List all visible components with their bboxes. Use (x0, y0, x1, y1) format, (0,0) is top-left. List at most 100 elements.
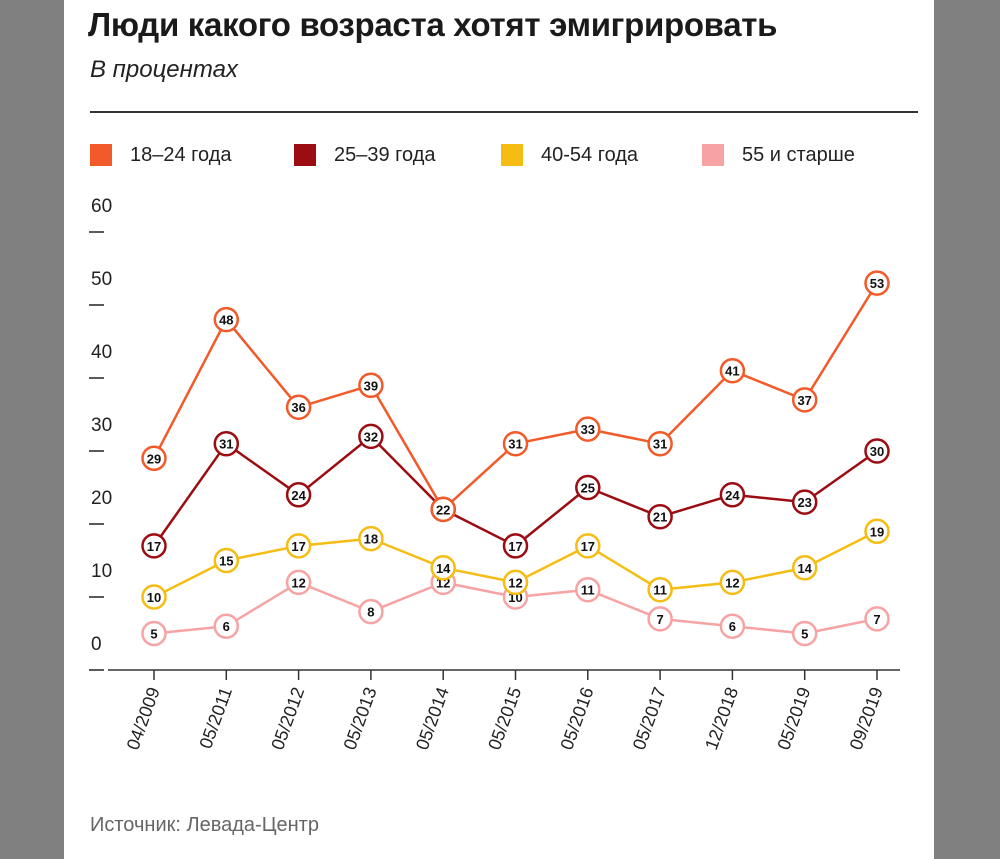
data-label: 18 (364, 532, 378, 547)
legend-item-40-54: 40-54 года (501, 140, 638, 170)
source-note: Источник: Левада-Центр (90, 814, 319, 836)
data-label: 53 (870, 276, 884, 291)
legend-label-18-24: 18–24 года (130, 143, 232, 166)
data-point (285, 482, 312, 508)
y-tick-label-40: 40 (91, 342, 112, 363)
series-line-0 (152, 282, 879, 511)
data-label: 22 (436, 502, 450, 517)
data-point (358, 525, 384, 552)
data-point (285, 569, 312, 596)
data-label: 12 (725, 575, 739, 590)
data-label: 6 (729, 619, 736, 634)
chart-title: Люди какого возраста хотят эмигрировать (88, 6, 778, 43)
legend-label-40-54: 40-54 года (541, 143, 639, 166)
x-tick-label-05-2011: 05/2011 (195, 685, 236, 752)
x-tick-label-05-2015: 05/2015 (484, 685, 525, 753)
data-label: 30 (870, 444, 884, 459)
data-label: 11 (653, 583, 667, 598)
data-label: 37 (797, 393, 811, 408)
data-label: 11 (581, 583, 595, 598)
y-tick-label-50: 50 (91, 269, 112, 290)
x-tick-label-05-2012: 05/2012 (267, 685, 308, 753)
data-point (213, 430, 240, 457)
data-point (864, 606, 890, 632)
legend-label-25-39: 25–39 года (334, 143, 436, 166)
x-tick-label-05-2013: 05/2013 (340, 685, 381, 753)
data-label: 31 (653, 437, 667, 452)
data-label: 14 (436, 561, 451, 576)
data-point (358, 598, 384, 625)
data-label: 31 (219, 437, 233, 452)
data-label: 23 (797, 495, 811, 510)
data-label: 48 (219, 313, 233, 328)
data-point (791, 387, 818, 413)
x-tick-label-05-2016: 05/2016 (557, 685, 598, 753)
data-label: 6 (223, 619, 230, 634)
data-label: 31 (508, 437, 522, 452)
data-label: 8 (367, 605, 374, 620)
data-label: 5 (801, 627, 808, 642)
data-point (864, 438, 890, 464)
legend-item-55-plus: 55 и старше (702, 140, 855, 170)
data-point (575, 416, 601, 442)
data-label: 17 (508, 539, 522, 554)
data-point (141, 620, 167, 647)
x-tick-label-04-2009: 04/2009 (123, 685, 164, 753)
data-label: 12 (291, 575, 305, 590)
legend-item-25-39: 25–39 года (294, 140, 436, 170)
data-point (647, 606, 673, 632)
y-tick-label-60: 60 (91, 196, 112, 217)
data-label: 7 (656, 612, 663, 627)
title-divider (90, 111, 918, 113)
x-tick-label-05-2019: 05/2019 (773, 685, 814, 753)
data-point (575, 533, 601, 559)
data-label: 39 (364, 378, 378, 393)
legend-label-55-plus: 55 и старше (742, 143, 855, 166)
data-point (358, 423, 384, 450)
data-point (719, 569, 746, 596)
y-tick-label-0: 0 (91, 634, 102, 655)
data-label: 29 (147, 451, 161, 466)
legend-item-18-24: 18–24 года (90, 140, 232, 170)
data-point (791, 555, 818, 581)
data-point (791, 489, 818, 515)
data-label: 10 (147, 590, 161, 605)
data-point (430, 496, 456, 523)
data-label: 41 (725, 364, 739, 379)
data-label: 24 (725, 488, 740, 503)
data-point (575, 576, 601, 603)
data-point (213, 547, 240, 574)
data-point (647, 430, 673, 457)
data-label: 33 (581, 422, 595, 437)
data-label: 32 (364, 429, 378, 444)
data-point (719, 482, 746, 508)
data-point (864, 518, 890, 545)
data-point (791, 620, 818, 647)
y-tick-label-30: 30 (91, 415, 112, 436)
chart-subtitle: В процентах (90, 56, 238, 83)
data-point (575, 474, 601, 501)
data-label: 24 (291, 488, 306, 503)
data-label: 12 (508, 575, 522, 590)
legend: 18–24 года 25–39 года 40-54 года 55 и ст… (90, 140, 930, 170)
data-label: 25 (581, 481, 595, 496)
data-point (141, 533, 167, 559)
y-tick-label-10: 10 (91, 561, 112, 582)
chart-card: Люди какого возраста хотят эмигрировать … (64, 0, 934, 859)
data-point (213, 613, 240, 639)
data-label: 7 (873, 612, 880, 627)
data-point (864, 270, 890, 296)
data-point (358, 372, 384, 399)
x-tick-label-12-2018: 12/2018 (701, 685, 742, 753)
legend-swatch-55-plus (702, 144, 724, 166)
data-point (141, 584, 167, 610)
data-point (285, 394, 312, 420)
x-tick-label-05-2014: 05/2014 (412, 685, 453, 753)
legend-swatch-25-39 (294, 144, 316, 166)
legend-swatch-18-24 (90, 144, 112, 166)
data-label: 5 (150, 627, 157, 642)
data-point (430, 555, 456, 581)
data-label: 14 (797, 561, 812, 576)
data-point (647, 576, 673, 603)
data-label: 17 (147, 539, 161, 554)
